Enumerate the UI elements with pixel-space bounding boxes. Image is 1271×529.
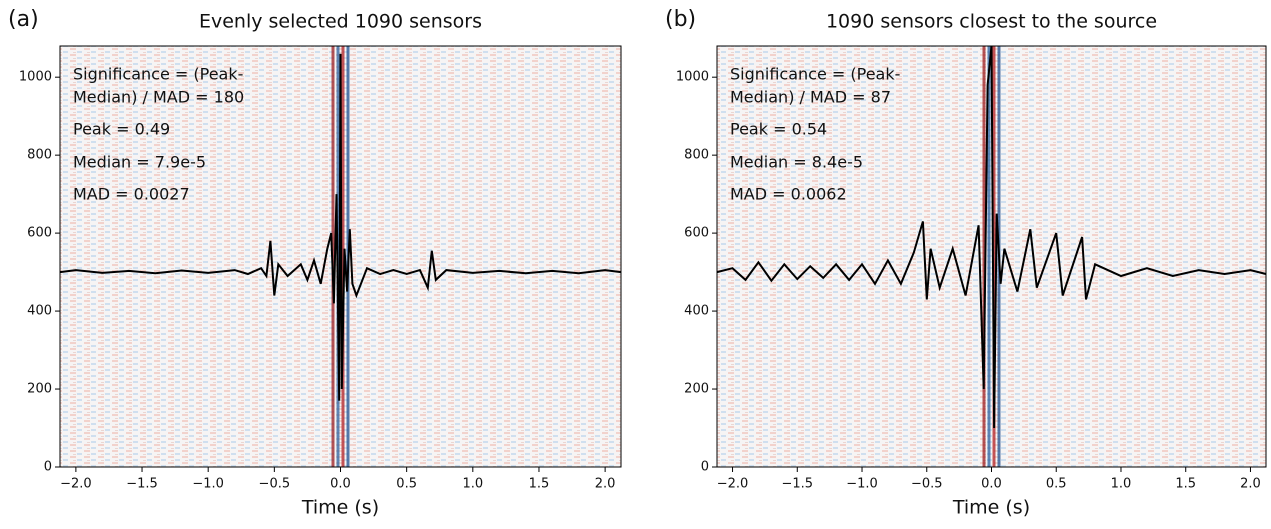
y-tick-label: 800 — [27, 148, 52, 163]
y-tick-label: 200 — [27, 382, 52, 397]
x-axis-label: Time (s) — [301, 497, 379, 519]
x-tick-label: −0.5 — [911, 477, 943, 492]
chart-title: 1090 sensors closest to the source — [826, 11, 1157, 33]
annotation: Significance = (Peak- — [73, 65, 243, 84]
x-tick-label: 0.5 — [1046, 477, 1067, 492]
x-tick-label: 2.0 — [595, 477, 616, 492]
source-band — [982, 46, 986, 467]
annotation: Median = 7.9e-5 — [73, 153, 206, 172]
chart-title: Evenly selected 1090 sensors — [199, 11, 482, 33]
annotation: Median = 8.4e-5 — [730, 153, 863, 172]
source-band — [992, 46, 996, 467]
y-tick-label: 0 — [44, 460, 52, 475]
y-tick-label: 400 — [27, 304, 52, 319]
source-band — [341, 46, 345, 467]
x-tick-label: 1.0 — [1111, 477, 1132, 492]
x-tick-label: −0.5 — [259, 477, 291, 492]
x-tick-label: 0.5 — [396, 477, 417, 492]
x-tick-label: 1.5 — [529, 477, 550, 492]
x-tick-label: −1.0 — [846, 477, 878, 492]
y-tick-label: 1000 — [676, 70, 709, 85]
y-tick-label: 0 — [701, 460, 709, 475]
y-tick-label: 1000 — [19, 70, 52, 85]
annotation: MAD = 0.0062 — [730, 185, 847, 204]
x-tick-label: −1.5 — [126, 477, 158, 492]
x-tick-label: −2.0 — [60, 477, 92, 492]
source-band — [987, 46, 991, 467]
x-tick-label: 2.0 — [1240, 477, 1261, 492]
panel-label: (b) — [665, 7, 696, 32]
x-tick-label: −1.5 — [781, 477, 813, 492]
annotation: Significance = (Peak- — [730, 65, 900, 84]
x-axis-label: Time (s) — [952, 497, 1030, 519]
x-tick-label: 1.0 — [462, 477, 483, 492]
waveform — [59, 53, 622, 401]
annotation: Peak = 0.49 — [73, 120, 170, 139]
x-tick-label: −1.0 — [192, 477, 224, 492]
y-tick-label: 600 — [684, 226, 709, 241]
x-tick-label: −2.0 — [717, 477, 749, 492]
x-tick-label: 1.5 — [1175, 477, 1196, 492]
waveform — [716, 45, 1267, 429]
y-tick-label: 200 — [684, 382, 709, 397]
x-tick-label: 0.0 — [330, 477, 351, 492]
annotation: Median) / MAD = 87 — [730, 88, 891, 107]
annotation: MAD = 0.0027 — [73, 185, 190, 204]
annotation: Peak = 0.54 — [730, 120, 827, 139]
y-tick-label: 600 — [27, 226, 52, 241]
y-tick-label: 800 — [684, 148, 709, 163]
y-tick-label: 400 — [684, 304, 709, 319]
x-tick-label: 0.0 — [981, 477, 1002, 492]
annotation: Median) / MAD = 180 — [73, 88, 244, 107]
panel-label: (a) — [8, 7, 39, 32]
